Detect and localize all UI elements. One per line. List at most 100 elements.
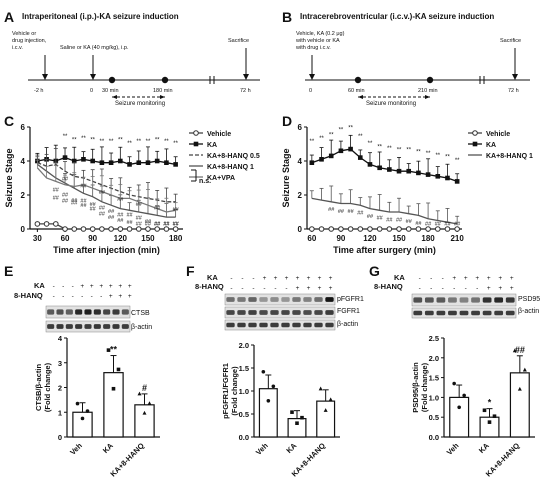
panel-g-actin-band: [482, 310, 492, 316]
panel-f-actin-band: [281, 322, 290, 328]
chart-c-series-ka-vpa: [36, 167, 176, 213]
panel-e-ctsb-band: [84, 309, 92, 315]
panel-e-actin-band: [84, 324, 92, 329]
panel-f-ka-sign: -: [230, 275, 232, 282]
chart-d-hash-mark: ##: [386, 217, 393, 223]
chart-e-ytick-label: 1: [58, 408, 62, 417]
panel-e-hanq-sign: +: [128, 293, 132, 300]
chart-c-legend-label: KA+8-HANQ 0.5: [207, 153, 260, 160]
chart-d-legend-marker: [472, 141, 478, 147]
panel-g-actin-band: [448, 310, 457, 316]
chart-c-xlabel: Time after injection (min): [53, 245, 160, 255]
panel-g-actin-band: [436, 310, 446, 316]
chart-e-sig-label: **: [110, 345, 118, 355]
chart-c-hash-mark: ##: [117, 212, 124, 218]
panel-g-hanq-sign: -: [430, 285, 432, 292]
panel-f-actin-band: [325, 322, 334, 328]
chart-c-xtick-label: 30: [33, 234, 42, 243]
panel-a-timeline: [28, 48, 260, 99]
chart-d-point-ka: [309, 160, 315, 165]
chart-c-hash-mark: ##: [99, 190, 106, 196]
chart-d-hash-mark: ##: [444, 222, 451, 228]
chart-d-point-ka: [348, 146, 353, 152]
panel-f-hanq-sign: +: [307, 285, 311, 292]
panel-g-ka-sign: +: [452, 275, 456, 282]
chart-c-hash-mark: ##: [90, 202, 97, 208]
chart-f-dot: [300, 415, 304, 420]
panel-e-ka-sign: +: [99, 283, 103, 290]
chart-c-ytick-label: 4: [21, 157, 26, 166]
panel-e-ctsb-band: [56, 309, 64, 315]
panel-f-fgfr1-band: [303, 310, 312, 315]
chart-c-hash-mark: ##: [62, 177, 69, 183]
chart-d-point-ka: [338, 148, 344, 154]
chart-c-hash-mark: ##: [80, 199, 87, 205]
panel-f-pfgfr1-band: [325, 297, 334, 302]
chart-g-dot: [452, 381, 456, 386]
chart-g-dot: [512, 348, 517, 353]
chart-c-sig-mark: **: [72, 137, 77, 143]
panel-a-tick-0: -2 h: [34, 88, 43, 94]
chart-e-dot: [137, 391, 142, 396]
chart-c-legend-label: KA: [207, 142, 217, 149]
chart-e-dot: [75, 401, 80, 406]
chart-c-hash-mark: ##: [145, 219, 152, 225]
chart-d-point-vehicle: [444, 226, 451, 232]
chart-d-sig-mark: **: [310, 139, 315, 145]
chart-c-sig-mark: **: [164, 139, 169, 145]
chart-c-series-vehicle: [37, 223, 176, 230]
chart-c-ytick-label: 6: [21, 123, 26, 132]
chart-d-point-ka: [406, 168, 412, 174]
chart-d-sig-mark: **: [426, 151, 431, 157]
chart-d-point-ka: [387, 167, 392, 172]
chart-f-bar: [258, 388, 278, 438]
chart-c-hash-mark: ##: [90, 206, 97, 212]
chart-g-category-label: Veh: [445, 441, 461, 457]
chart-g-bar: [449, 396, 470, 438]
chart-d-sig-mark: **: [416, 149, 421, 155]
chart-d-hash-mark: ##: [396, 217, 403, 223]
panel-g-ka-sign: +: [510, 275, 514, 282]
panel-f-ka-sign: +: [329, 275, 333, 282]
chart-c-sig-mark: **: [109, 139, 114, 145]
panel-e-hanq-sign: +: [118, 293, 122, 300]
panel-e-actin-band: [121, 324, 129, 329]
panel-e-ka-sign: +: [118, 283, 122, 290]
panel-e-hanq-sign: -: [62, 293, 64, 300]
panel-e-hanq-sign: -: [100, 293, 102, 300]
chart-d-point-ka: [377, 165, 382, 171]
chart-c-xtick-label: 90: [88, 234, 97, 243]
panel-e-ka-sign: -: [62, 283, 64, 290]
chart-d-legend-label: KA: [486, 142, 496, 149]
chart-c-point-vehicle: [172, 226, 179, 232]
chart-c-sig-mark: **: [63, 134, 68, 140]
panel-f-pfgfr1-band: [281, 297, 290, 302]
chart-g-ytick-label: 2.0: [429, 354, 439, 363]
chart-f-ytick-label: 1.0: [239, 387, 249, 396]
chart-g-dot: [482, 408, 487, 413]
chart-c-xtick-label: 180: [169, 234, 183, 243]
chart-d-hash-mark: ##: [338, 209, 345, 215]
chart-c-ytick-label: 2: [21, 191, 26, 200]
chart-e-ytick-label: 2: [58, 384, 62, 393]
panel-g-psd95-band: [459, 297, 469, 303]
chart-d-xlabel: Time after surgery (min): [333, 245, 436, 255]
chart-c-hash-mark: ##: [163, 222, 170, 228]
chart-c-sig-mark: **: [173, 141, 178, 147]
chart-g-sig-label: *: [488, 398, 492, 408]
panel-g-hanq-sign: +: [510, 285, 514, 292]
panel-e-actin-band: [65, 324, 73, 329]
chart-d-hash-mark: ##: [406, 219, 413, 225]
panel-g-hanq-label: 8-HANQ: [374, 282, 403, 291]
panel-g-actin-band: [494, 310, 504, 316]
chart-c-hash-mark: ##: [154, 205, 161, 211]
chart-e-dot: [106, 348, 111, 352]
panel-f-pfgfr1-band: [226, 297, 235, 302]
chart-c-point-ka: [62, 155, 68, 160]
chart-f-dot: [271, 384, 276, 389]
chart-c-sig-mark: **: [118, 137, 123, 143]
chart-g-ylabel-unit: (Fold change): [420, 362, 429, 412]
chart-c-point-vehicle: [145, 226, 151, 232]
chart-e-dot: [116, 367, 121, 372]
